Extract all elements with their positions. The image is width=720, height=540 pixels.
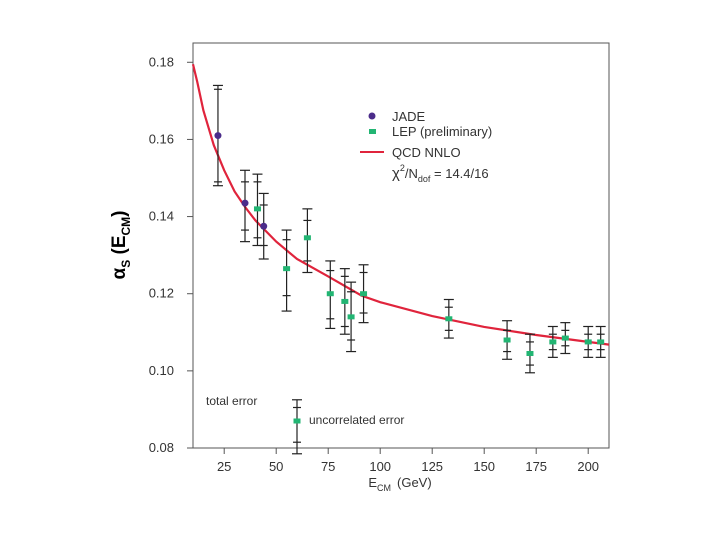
- lep-point: [526, 351, 534, 356]
- x-tick-label: 50: [269, 459, 283, 474]
- lep-point: [341, 298, 349, 304]
- lep-point: [347, 314, 355, 320]
- uncorrelated-error-label: uncorrelated error: [309, 413, 404, 427]
- total-error-label: total error: [206, 394, 257, 408]
- legend: JADE LEP (preliminary) QCD NNLO χ2/Ndof …: [360, 109, 492, 184]
- lep-point: [326, 291, 334, 297]
- y-tick-label: 0.10: [149, 363, 174, 378]
- lep-point: [445, 316, 453, 322]
- x-tick-label: 150: [473, 459, 495, 474]
- x-axis-label: ECM (GeV): [368, 475, 431, 493]
- legend-jade-label: JADE: [392, 109, 426, 124]
- legend-lep-label: LEP (preliminary): [392, 124, 492, 139]
- inset-marker: [293, 418, 301, 424]
- jade-point: [260, 222, 268, 230]
- x-tick-label: 125: [421, 459, 443, 474]
- x-tick-label: 75: [321, 459, 335, 474]
- qcd-nnlo-fit-curve: [191, 63, 610, 346]
- jade-point: [214, 132, 222, 140]
- y-tick-label: 0.18: [149, 54, 174, 69]
- legend-jade-marker: [368, 112, 376, 120]
- x-tick-label: 175: [525, 459, 547, 474]
- lep-point: [283, 266, 291, 272]
- lep-point: [549, 339, 557, 345]
- x-axis: 25 50 75 100 125 150 175 200: [217, 448, 599, 474]
- legend-fit-label: QCD NNLO: [392, 145, 461, 160]
- y-axis-label: αS (ECM): [109, 211, 133, 280]
- y-tick-label: 0.12: [149, 286, 174, 301]
- y-tick-label: 0.08: [149, 440, 174, 455]
- lep-point: [584, 339, 592, 345]
- lep-point: [360, 291, 368, 297]
- y-axis: 0.08 0.10 0.12 0.14 0.16 0.18: [149, 54, 193, 455]
- x-tick-label: 25: [217, 459, 231, 474]
- y-tick-label: 0.14: [149, 209, 174, 224]
- legend-lep-marker: [369, 129, 376, 134]
- y-tick-label: 0.16: [149, 131, 174, 146]
- data-points: [212, 84, 606, 374]
- legend-chi2-text: χ2/Ndof = 14.4/16: [392, 163, 489, 184]
- lep-point: [561, 335, 569, 341]
- lep-point: [597, 339, 605, 345]
- x-tick-label: 200: [577, 459, 599, 474]
- error-legend-inset: total error uncorrelated error: [206, 394, 404, 455]
- lep-point: [253, 206, 261, 212]
- lep-point: [503, 337, 511, 343]
- plot-frame: [192, 42, 610, 449]
- lep-point: [303, 235, 311, 241]
- jade-point: [241, 199, 249, 207]
- x-tick-label: 100: [369, 459, 391, 474]
